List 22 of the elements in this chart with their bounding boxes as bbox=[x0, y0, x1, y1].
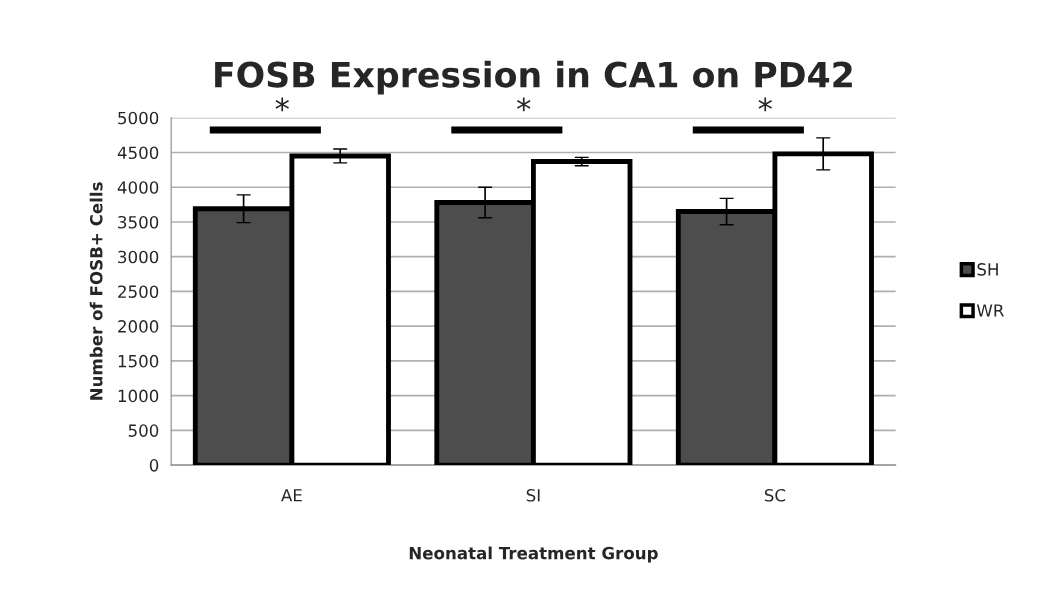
chart-title: FOSB Expression in CA1 on PD42 bbox=[215, 60, 852, 95]
y-tick-label: 3000 bbox=[118, 250, 159, 264]
y-tick-label: 0 bbox=[149, 459, 159, 472]
legend-label: SH bbox=[977, 263, 998, 276]
x-axis-title: Neonatal Treatment Group bbox=[409, 546, 658, 563]
x-tick-label: AE bbox=[281, 489, 302, 502]
legend-label: WR bbox=[976, 304, 1004, 317]
y-tick-label: 3500 bbox=[118, 215, 159, 229]
y-tick-label: 4500 bbox=[117, 146, 159, 160]
text: * bbox=[275, 97, 289, 112]
y-tick-label: 1000 bbox=[118, 389, 159, 403]
y-tick-label: 500 bbox=[128, 424, 159, 437]
text: * bbox=[758, 97, 772, 112]
y-tick-label: 1500 bbox=[118, 354, 159, 368]
y-axis-title: Number of FOSB+ Cells bbox=[89, 182, 103, 400]
x-tick-label: SC bbox=[764, 488, 786, 502]
y-tick-label: 5000 bbox=[118, 111, 159, 125]
x-tick-label: SI bbox=[526, 488, 540, 502]
y-tick-label: 4000 bbox=[117, 181, 159, 194]
y-tick-label: 2500 bbox=[118, 285, 159, 298]
text: * bbox=[517, 97, 531, 112]
y-tick-label: 2000 bbox=[118, 320, 159, 333]
